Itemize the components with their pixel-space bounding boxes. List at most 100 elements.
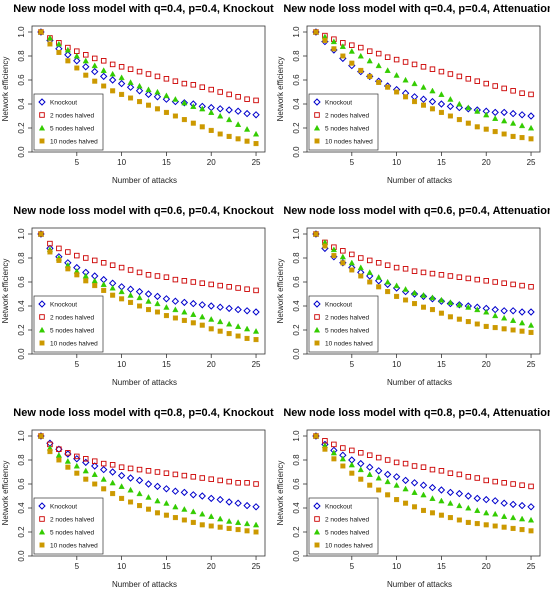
chart-panel-4: New node loss model with q=0.6, p=0.4, A…	[275, 202, 550, 404]
data-point	[420, 102, 426, 108]
data-point	[217, 524, 223, 530]
y-axis-label: Network efficiency	[276, 259, 285, 324]
legend-marker	[313, 98, 321, 106]
data-point	[162, 295, 171, 303]
data-point	[171, 487, 180, 495]
data-point	[163, 92, 170, 99]
data-point	[465, 76, 472, 82]
y-tick-label: 0.8	[17, 252, 26, 264]
x-tick-label: 25	[527, 562, 536, 571]
data-point	[437, 297, 446, 305]
data-point	[56, 457, 62, 463]
data-point	[393, 56, 400, 63]
data-point	[456, 274, 463, 280]
x-axis-label: Number of attacks	[387, 580, 452, 589]
data-point	[412, 504, 418, 510]
plot-frame	[31, 429, 266, 557]
data-point	[429, 307, 435, 313]
data-point	[410, 93, 419, 101]
legend-marker	[313, 502, 321, 510]
data-point	[465, 519, 471, 525]
data-point	[374, 467, 383, 475]
data-point	[153, 292, 162, 301]
legend-label: Knockout	[50, 302, 77, 309]
data-point	[510, 525, 516, 531]
x-tick-label: 20	[482, 360, 491, 369]
data-point	[483, 278, 489, 284]
data-point	[483, 126, 489, 132]
data-point	[244, 96, 250, 102]
x-tick-label: 15	[162, 360, 171, 369]
data-point	[56, 49, 62, 55]
data-point	[375, 454, 382, 461]
chart-title: New node loss model with q=0.8, p=0.4, A…	[283, 407, 550, 419]
data-point	[402, 266, 409, 272]
data-point	[483, 522, 489, 528]
data-point	[208, 476, 214, 482]
data-point	[225, 498, 233, 506]
data-point	[331, 46, 337, 52]
legend-marker	[313, 326, 321, 333]
y-tick-label: 0.2	[292, 324, 301, 336]
data-point	[162, 95, 171, 103]
data-point	[181, 317, 187, 323]
data-point	[64, 458, 71, 464]
y-tick-label: 0.8	[292, 252, 301, 264]
data-point	[252, 130, 260, 137]
data-point	[376, 284, 382, 290]
legend: Knockout 2 nodes halved 5 nodes halved 10 n…	[33, 497, 104, 555]
x-tick-label: 5	[350, 360, 355, 369]
data-point	[38, 433, 44, 439]
data-point	[208, 523, 214, 529]
data-point	[411, 289, 418, 296]
data-point	[501, 85, 507, 92]
data-point	[199, 124, 205, 130]
data-point	[340, 445, 346, 451]
y-tick-label: 1.0	[17, 26, 26, 38]
data-point	[154, 497, 161, 504]
data-point	[110, 491, 116, 497]
data-point	[456, 117, 462, 123]
legend-marker	[38, 326, 46, 333]
data-point	[136, 269, 143, 276]
data-point	[366, 257, 373, 264]
x-tick-label: 5	[75, 562, 80, 571]
data-point	[199, 522, 205, 528]
data-point	[163, 500, 170, 506]
data-point	[438, 68, 445, 75]
data-point	[527, 503, 535, 511]
data-point	[474, 521, 480, 527]
data-point	[181, 80, 188, 87]
data-point	[144, 480, 153, 488]
data-point	[83, 278, 89, 284]
data-point	[483, 477, 489, 484]
data-point	[217, 131, 223, 137]
data-point	[510, 88, 516, 94]
y-tick-label: 0.6	[292, 74, 301, 86]
y-tick-label: 0.8	[292, 454, 301, 466]
data-point	[128, 95, 134, 101]
data-point	[154, 106, 160, 112]
data-point	[474, 78, 481, 84]
data-point	[518, 501, 526, 510]
data-point	[55, 40, 62, 47]
data-point	[226, 331, 232, 337]
data-point	[253, 287, 259, 294]
data-point	[172, 315, 178, 321]
data-point	[190, 82, 197, 88]
data-point	[483, 80, 489, 87]
y-tick-label: 1.0	[17, 228, 26, 240]
data-point	[429, 66, 436, 72]
data-point	[235, 94, 241, 100]
data-point	[456, 73, 463, 80]
data-point	[419, 292, 428, 301]
data-point	[73, 52, 80, 59]
data-point	[429, 106, 435, 112]
data-point	[145, 494, 152, 500]
data-point	[349, 447, 355, 454]
data-point	[190, 103, 197, 109]
legend-label: Knockout	[325, 302, 352, 309]
chart-panel-3: New node loss model with q=0.6, p=0.4, K…	[0, 202, 275, 404]
data-point	[252, 503, 260, 511]
